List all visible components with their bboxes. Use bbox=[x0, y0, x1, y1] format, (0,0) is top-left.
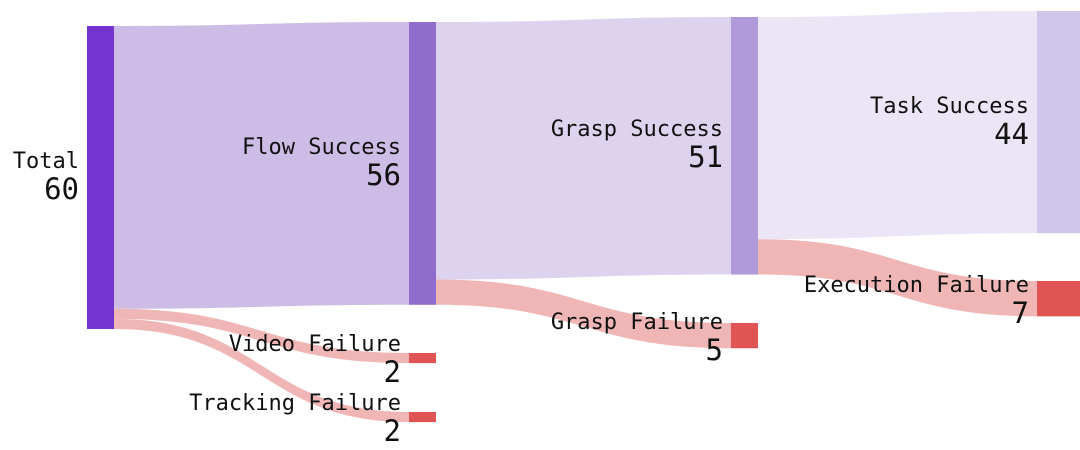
node-label-task-success: Task Success 44 bbox=[870, 93, 1029, 151]
node-value: 60 bbox=[44, 172, 79, 206]
node-value: 51 bbox=[688, 140, 723, 175]
node-label-flow-success: Flow Success 56 bbox=[242, 134, 401, 192]
node-label-video-failure: Video Failure 2 bbox=[229, 334, 401, 387]
node-value: 5 bbox=[705, 332, 723, 367]
node-label-grasp-success: Grasp Success 51 bbox=[551, 119, 723, 172]
node-name: Video Failure bbox=[228, 332, 401, 358]
node-value: 44 bbox=[994, 116, 1029, 151]
node-value: 7 bbox=[1011, 295, 1029, 330]
node-value: 56 bbox=[366, 157, 401, 192]
node-task-success bbox=[1037, 11, 1080, 234]
link-total-to-tracking-failure bbox=[114, 318, 409, 423]
node-name: Flow Success bbox=[242, 134, 401, 160]
node-grasp-success bbox=[731, 17, 758, 275]
node-label-execution-failure: Execution Failure 7 bbox=[803, 272, 1029, 330]
node-name: Task Success bbox=[870, 93, 1029, 119]
node-label-grasp-failure: Grasp Failure 5 bbox=[550, 309, 723, 367]
node-grasp-failure bbox=[731, 323, 758, 349]
link-total-to-video-failure bbox=[114, 308, 409, 364]
node-video-failure bbox=[409, 353, 436, 364]
link-grasp-success-to-execution-failure bbox=[758, 239, 1037, 317]
node-total bbox=[87, 26, 114, 329]
node-label-total: Total 60 bbox=[13, 151, 79, 204]
node-tracking-failure bbox=[409, 412, 436, 423]
node-value: 2 bbox=[383, 355, 401, 390]
node-name: Execution Failure bbox=[803, 272, 1029, 298]
link-flow-success-to-grasp-failure bbox=[436, 279, 731, 349]
node-name: Total bbox=[12, 149, 79, 174]
link-total-to-flow-success bbox=[114, 22, 409, 309]
node-name: Grasp Failure bbox=[550, 309, 723, 335]
node-execution-failure bbox=[1037, 281, 1080, 317]
node-flow-success bbox=[409, 22, 436, 305]
node-label-tracking-failure: Tracking Failure 2 bbox=[189, 393, 401, 446]
node-name: Grasp Success bbox=[550, 117, 723, 143]
link-grasp-success-to-task-success bbox=[758, 11, 1037, 240]
node-value: 2 bbox=[383, 414, 401, 449]
node-name: Tracking Failure bbox=[189, 391, 401, 417]
link-flow-success-to-grasp-success bbox=[436, 17, 731, 280]
